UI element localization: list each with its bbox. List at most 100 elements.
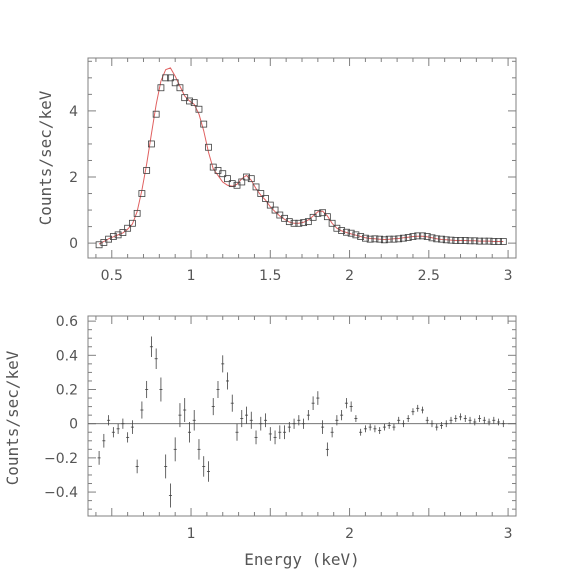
data-point	[219, 170, 227, 178]
data-point	[466, 237, 474, 245]
data-point	[128, 219, 136, 227]
data-point	[442, 236, 450, 244]
y-tick-label: 0.2	[56, 383, 78, 399]
x-tick-label: 1	[187, 268, 196, 284]
model-curve	[98, 67, 504, 245]
data-point	[119, 229, 127, 236]
x-tick-label: 1	[187, 526, 196, 542]
data-point	[362, 234, 369, 242]
y-tick-label: −0.2	[44, 451, 78, 467]
y-tick-label: 0.6	[56, 314, 78, 330]
y-tick-label: −0.4	[44, 485, 78, 501]
data-point	[476, 237, 483, 245]
data-point	[338, 227, 346, 234]
data-point	[352, 231, 360, 239]
data-point	[247, 175, 255, 183]
x-axis-label: Energy (keV)	[244, 550, 360, 569]
y-tick-label: 0	[69, 417, 78, 433]
data-point	[457, 237, 464, 244]
data-point	[357, 233, 365, 240]
bottom-panel-ticks: 1 2 3 −0.4 −0.2 0 0.2 0.4 0.6	[44, 314, 516, 542]
data-point	[428, 234, 436, 242]
data-point	[262, 195, 269, 202]
data-point	[200, 120, 208, 128]
data-point	[295, 219, 303, 227]
data-point	[309, 213, 317, 221]
top-panel-data-points	[95, 74, 507, 249]
data-point	[114, 231, 122, 239]
data-point	[433, 235, 441, 243]
bottom-panel: 1 2 3 −0.4 −0.2 0 0.2 0.4 0.6 Counts/sec/keV Ene…	[3, 314, 517, 569]
data-point	[385, 235, 393, 243]
bottom-panel-frame	[87, 315, 517, 517]
data-point	[490, 238, 498, 245]
top-panel: 0.5 1 1.5 2 2.5 3 0 2 4 Counts/sec/keV	[36, 57, 517, 284]
data-point	[495, 238, 502, 245]
data-point	[409, 233, 417, 240]
x-tick-label: 2.5	[418, 268, 440, 284]
data-point	[347, 229, 355, 237]
data-point	[404, 234, 412, 241]
data-point	[152, 110, 160, 118]
y-tick-label: 4	[69, 104, 78, 120]
data-point	[238, 178, 246, 186]
data-point	[162, 74, 170, 82]
data-point	[395, 235, 403, 243]
y-tick-label: 2	[69, 170, 78, 186]
top-panel-frame	[87, 57, 517, 259]
data-point	[419, 232, 426, 240]
x-tick-label: 2	[345, 268, 354, 284]
bottom-y-axis-label: Counts/sec/keV	[3, 350, 22, 485]
bottom-panel-residuals	[97, 336, 505, 508]
data-point	[195, 105, 203, 113]
data-point	[414, 232, 422, 240]
data-point	[257, 190, 265, 197]
data-point	[323, 213, 331, 221]
data-point	[138, 190, 146, 197]
data-point	[243, 173, 250, 181]
data-point	[366, 235, 374, 243]
data-point	[252, 183, 260, 191]
top-panel-ticks: 0.5 1 1.5 2 2.5 3 0 2 4	[69, 58, 516, 284]
data-point	[319, 209, 327, 217]
data-point	[371, 235, 379, 243]
data-point	[438, 235, 445, 243]
y-tick-label: 0.4	[56, 348, 78, 364]
data-point	[228, 180, 236, 188]
data-point	[499, 238, 507, 245]
data-point	[266, 201, 274, 209]
data-point	[400, 234, 407, 242]
data-point	[205, 143, 212, 151]
x-tick-label: 0.5	[101, 268, 123, 284]
x-tick-label: 3	[504, 268, 513, 284]
data-point	[376, 235, 384, 243]
data-point	[300, 219, 307, 227]
data-point	[333, 224, 341, 232]
data-point	[285, 218, 293, 226]
x-tick-label: 3	[504, 526, 513, 542]
data-point	[133, 209, 141, 217]
data-point	[157, 84, 165, 92]
data-point	[95, 241, 103, 249]
top-y-axis-label: Counts/sec/keV	[36, 90, 55, 225]
data-point	[171, 79, 179, 87]
data-point	[304, 218, 312, 226]
data-point	[124, 224, 132, 232]
data-point	[271, 206, 279, 214]
data-point	[381, 236, 388, 244]
y-tick-label: 0	[69, 236, 78, 252]
data-point	[109, 233, 117, 240]
data-point	[167, 74, 174, 82]
data-point	[148, 140, 155, 148]
data-point	[342, 228, 350, 236]
data-point	[224, 175, 231, 183]
data-point	[447, 236, 455, 244]
data-point	[390, 235, 398, 243]
data-point	[290, 219, 298, 227]
data-point	[143, 166, 151, 174]
data-point	[480, 237, 488, 245]
data-point	[190, 99, 198, 107]
data-point	[176, 84, 184, 92]
data-point	[186, 97, 193, 105]
